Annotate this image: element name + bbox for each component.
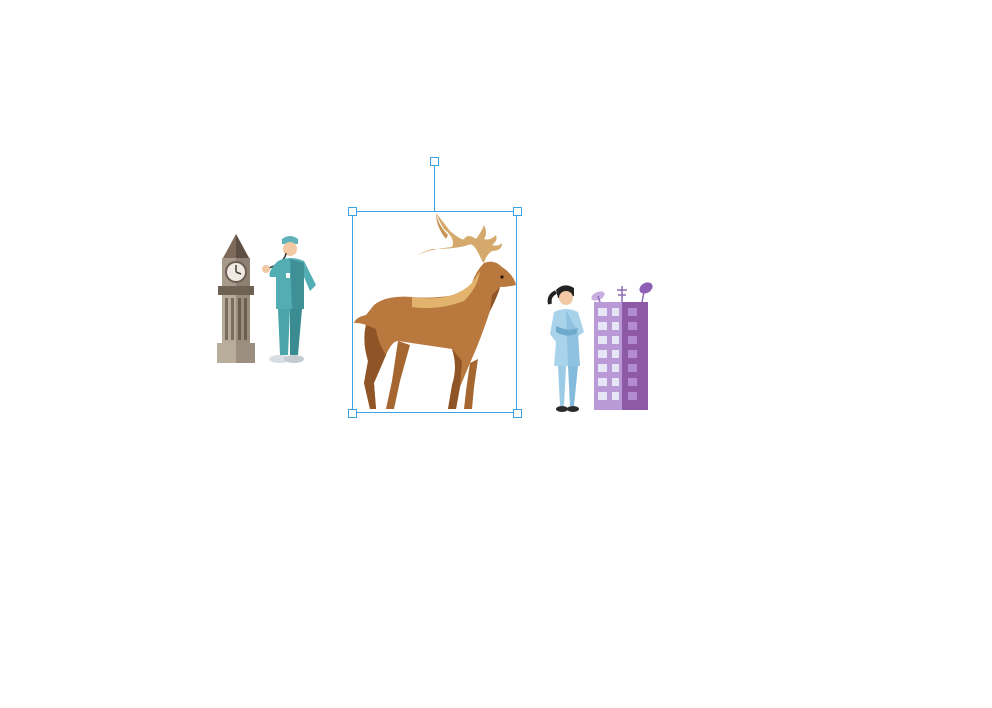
resize-handle-top-left[interactable]: [348, 207, 357, 216]
resize-handle-bottom-left[interactable]: [348, 409, 357, 418]
doctor-with-stethoscope-icon[interactable]: [256, 233, 318, 367]
clock-tower-icon[interactable]: [214, 232, 258, 366]
nurse-icon[interactable]: [544, 282, 590, 414]
selection-frame: [352, 211, 517, 413]
elk-deer-icon[interactable]: [352, 211, 518, 414]
resize-handle-bottom-right[interactable]: [513, 409, 522, 418]
office-building-with-antennas-icon[interactable]: [588, 278, 658, 412]
rotation-handle[interactable]: [430, 157, 439, 166]
resize-handle-top-right[interactable]: [513, 207, 522, 216]
rotation-line: [434, 166, 435, 211]
